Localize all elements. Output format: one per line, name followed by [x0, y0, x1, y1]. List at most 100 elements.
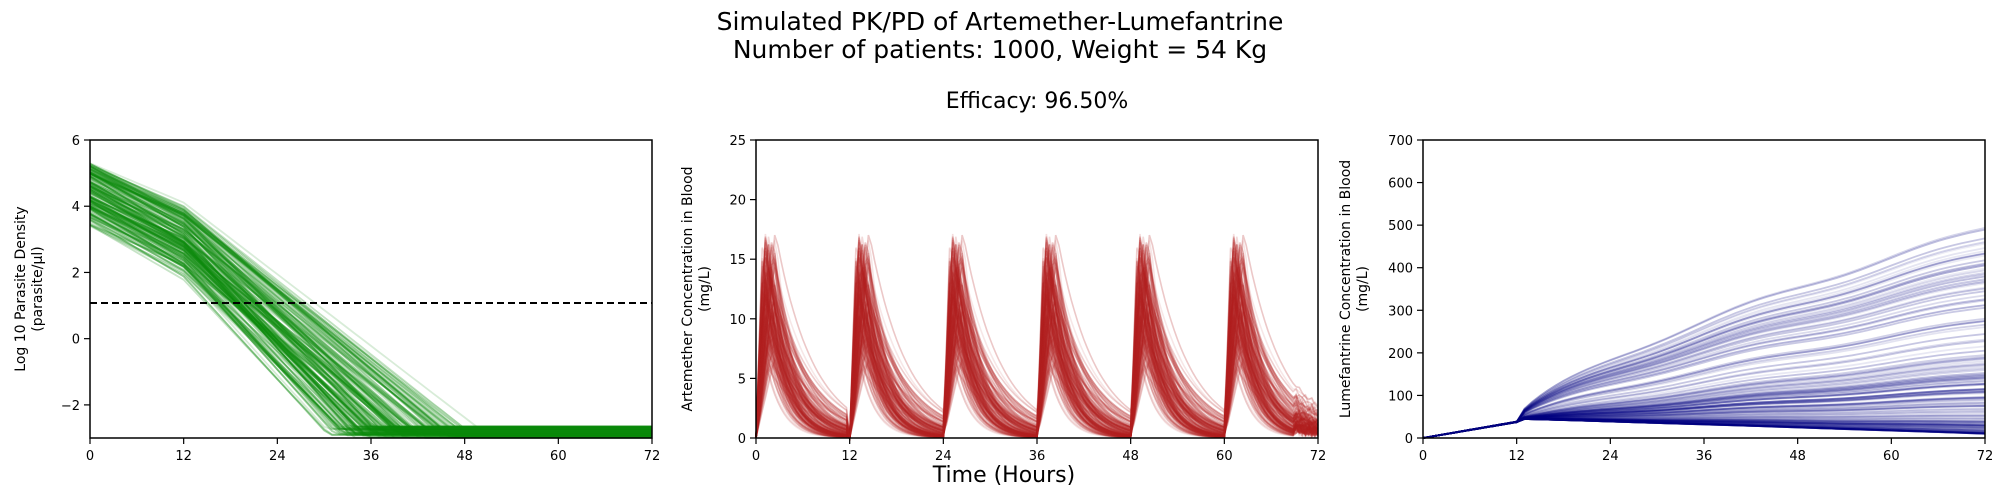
- parasite-curve: [89, 186, 652, 435]
- lumefantrine-curve: [1422, 241, 1986, 439]
- lumefantrine-curve: [1422, 290, 1986, 439]
- lumefantrine-curve: [1422, 418, 1986, 439]
- lumefantrine-curve: [1422, 363, 1986, 439]
- lumefantrine-curve: [1422, 417, 1986, 439]
- parasite-curve: [89, 190, 652, 428]
- parasite-curve: [89, 171, 652, 432]
- lumefantrine-curve: [1422, 390, 1986, 439]
- lumefantrine-curve: [1422, 377, 1986, 439]
- parasite-curve: [89, 187, 652, 432]
- lumefantrine-curve: [1422, 373, 1986, 439]
- lumefantrine-curve: [1422, 374, 1986, 439]
- parasite-curve: [89, 166, 652, 438]
- lumefantrine-curve: [1422, 417, 1986, 439]
- parasite-curve: [89, 171, 652, 433]
- parasite-curve: [89, 205, 652, 429]
- lumefantrine-x-tick-label: 12: [1508, 449, 1525, 464]
- parasite-curve: [89, 176, 652, 438]
- lumefantrine-curve: [1422, 250, 1986, 439]
- lumefantrine-x-tick-label: 0: [1419, 449, 1427, 464]
- lumefantrine-curve: [1422, 383, 1986, 439]
- lumefantrine-x-tick-label: 36: [1696, 449, 1713, 464]
- parasite-curve: [89, 214, 652, 435]
- lumefantrine-curve: [1422, 417, 1986, 439]
- lumefantrine-curve: [1422, 417, 1986, 439]
- lumefantrine-curve: [1422, 333, 1986, 439]
- lumefantrine-curve: [1422, 391, 1986, 439]
- parasite-curve: [89, 185, 652, 428]
- parasite-curve: [89, 168, 652, 431]
- parasite-curve: [89, 181, 652, 429]
- lumefantrine-curve: [1422, 418, 1986, 439]
- lumefantrine-curve: [1422, 252, 1986, 439]
- parasite-curve: [89, 205, 652, 431]
- shared-x-axis-label: Time (Hours): [932, 463, 1075, 488]
- lumefantrine-curve: [1422, 417, 1986, 439]
- parasite-curve: [89, 173, 652, 430]
- lumefantrine-curve: [1422, 357, 1986, 439]
- lumefantrine-curve: [1422, 418, 1986, 439]
- parasite-curve: [89, 194, 652, 428]
- lumefantrine-curve: [1422, 360, 1986, 439]
- parasite-curve: [89, 203, 652, 430]
- lumefantrine-curve: [1422, 247, 1986, 439]
- parasite-curve: [89, 175, 652, 438]
- lumefantrine-curve: [1422, 418, 1986, 439]
- parasite-curve: [89, 184, 652, 434]
- parasite-curve: [89, 189, 652, 437]
- lumefantrine-x-tick-label: 60: [1883, 449, 1900, 464]
- lumefantrine-curve: [1422, 338, 1986, 439]
- lumefantrine-curve: [1422, 362, 1986, 439]
- lumefantrine-curve: [1422, 373, 1986, 439]
- parasite-curve: [89, 170, 652, 433]
- lumefantrine-curve: [1422, 369, 1986, 439]
- lumefantrine-curve: [1422, 418, 1986, 439]
- lumefantrine-curve: [1422, 269, 1986, 439]
- lumefantrine-curve: [1422, 356, 1986, 439]
- parasite-curve: [89, 212, 652, 428]
- lumefantrine-curve: [1422, 418, 1986, 439]
- lumefantrine-x-tick-label: 72: [1977, 449, 1994, 464]
- artemether-x-tick-label: 72: [1310, 449, 1327, 464]
- lumefantrine-curve: [1422, 228, 1986, 439]
- artemether-x-tick-label: 0: [752, 449, 760, 464]
- parasite-curve: [89, 199, 652, 436]
- parasite-curve: [89, 181, 652, 436]
- lumefantrine-curve: [1422, 376, 1986, 439]
- lumefantrine-curve: [1422, 349, 1986, 439]
- lumefantrine-curve: [1422, 264, 1986, 439]
- lumefantrine-curve: [1422, 418, 1986, 439]
- parasite-curve: [89, 165, 652, 429]
- lumefantrine-curve: [1422, 418, 1986, 439]
- parasite-curve: [89, 212, 652, 431]
- parasite-curve: [89, 205, 652, 433]
- parasite-curve: [89, 167, 652, 434]
- lumefantrine-curve: [1422, 414, 1985, 439]
- lumefantrine-curve: [1422, 418, 1986, 439]
- parasite-curve: [89, 200, 652, 431]
- lumefantrine-curve: [1422, 418, 1986, 439]
- lumefantrine-curve: [1422, 267, 1986, 439]
- parasite-curve: [89, 172, 652, 431]
- parasite-curve: [89, 207, 652, 432]
- lumefantrine-curve: [1422, 418, 1986, 439]
- lumefantrine-curve: [1422, 252, 1986, 439]
- lumefantrine-curve: [1422, 418, 1986, 439]
- parasite-curve: [89, 224, 652, 433]
- parasite-y-tick-label: 4: [72, 200, 80, 215]
- lumefantrine-curve: [1422, 387, 1986, 439]
- lumefantrine-curve: [1422, 405, 1986, 439]
- lumefantrine-curve: [1422, 417, 1986, 439]
- lumefantrine-y-tick-label: 700: [1388, 134, 1413, 149]
- lumefantrine-curve: [1422, 418, 1986, 439]
- lumefantrine-curve: [1422, 402, 1986, 439]
- parasite-curve: [89, 169, 652, 434]
- lumefantrine-curve: [1422, 380, 1986, 439]
- lumefantrine-curve: [1422, 364, 1986, 439]
- lumefantrine-curve: [1422, 388, 1986, 439]
- artemether-y-ticks: 0 5 10 15 20 25: [729, 134, 756, 447]
- parasite-curve: [89, 190, 652, 432]
- parasite-curve: [89, 208, 652, 430]
- lumefantrine-curve: [1422, 418, 1986, 439]
- parasite-curve: [89, 180, 652, 432]
